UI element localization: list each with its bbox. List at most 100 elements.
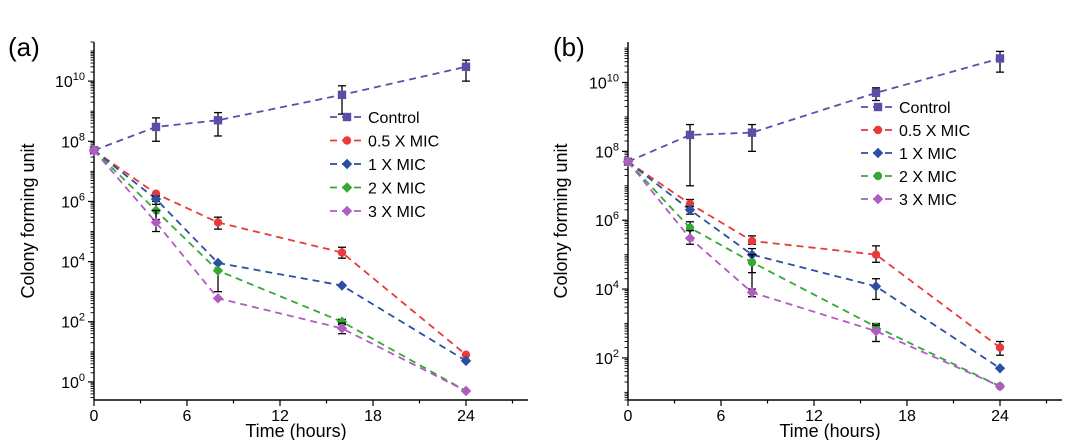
legend-marker: [342, 112, 352, 122]
data-point: [150, 217, 162, 228]
panel-a: (a) 0 6 12 18 24 100 102 104 106 108 1010 Time (hour…: [8, 32, 528, 441]
data-point: [336, 316, 348, 327]
x-tick-label: 18: [364, 408, 382, 425]
series-1-x-mic: [88, 145, 472, 367]
legend-marker: [342, 136, 352, 145]
series-line: [627, 160, 1001, 349]
data-point: [685, 130, 695, 140]
legend-marker: [873, 102, 883, 112]
legend-marker: [341, 182, 353, 193]
series-05-x-mic: [623, 157, 1005, 356]
series-3-x-mic: [88, 145, 472, 397]
x-tick-label: 18: [898, 408, 916, 425]
series-line: [627, 161, 1001, 370]
data-point: [871, 88, 881, 98]
series-1-x-mic: [622, 156, 1006, 374]
y-tick-label: 1010: [55, 71, 85, 91]
data-point: [150, 193, 162, 205]
y-tick-label: 108: [595, 141, 619, 161]
y-axis-label: Colony forming unit: [551, 143, 571, 298]
data-point: [88, 145, 100, 156]
data-point: [151, 122, 161, 132]
data-point: [461, 350, 471, 359]
data-point: [684, 233, 696, 244]
legend-marker: [341, 158, 353, 170]
legend-label: 1 X MIC: [899, 146, 957, 163]
panel-b: (b) 0 6 12 18 24 102 104 106 108 1010 Time (hours) C…: [551, 32, 1062, 441]
data-point: [336, 280, 348, 291]
data-point: [461, 62, 471, 71]
y-tick-label: 1010: [589, 72, 619, 92]
data-point: [337, 248, 347, 257]
data-point: [870, 325, 882, 337]
legend-label: 0.5 X MIC: [899, 123, 970, 140]
x-tick-label: 6: [183, 408, 192, 425]
data-point: [747, 236, 757, 246]
series-3-x-mic: [622, 156, 1006, 392]
data-point: [994, 363, 1006, 374]
x-tick-label: 0: [90, 408, 99, 425]
data-point: [336, 323, 348, 334]
panel-label: (b): [553, 32, 585, 62]
legend-entry: 1 X MIC: [330, 157, 426, 174]
y-tick-label: 102: [595, 348, 619, 368]
data-point: [746, 287, 758, 298]
y-tick-label: 108: [61, 131, 85, 151]
data-point: [870, 281, 882, 292]
legend-marker: [873, 171, 883, 181]
y-tick-label: 104: [61, 252, 85, 272]
legend-entry: 3 X MIC: [330, 204, 426, 221]
data-point: [995, 343, 1005, 352]
legend-entry: 2 X MIC: [330, 181, 426, 198]
data-point: [622, 156, 634, 167]
x-tick-label: 12: [271, 408, 289, 425]
y-axis-label: Colony forming unit: [18, 143, 38, 298]
legend-label: Control: [899, 100, 951, 117]
x-tick-label: 0: [624, 408, 633, 425]
legend-entry: Control: [861, 100, 951, 117]
y-tick-label: 106: [61, 191, 85, 211]
data-point: [871, 250, 881, 259]
data-point: [747, 128, 757, 137]
data-point: [460, 355, 472, 367]
data-point: [460, 385, 472, 397]
series-line: [627, 57, 1001, 163]
data-point: [994, 381, 1006, 392]
data-point: [213, 218, 223, 227]
x-tick-label: 24: [457, 408, 475, 425]
data-point: [747, 258, 757, 267]
legend-label: 0.5 X MIC: [368, 134, 439, 151]
legend-label: 1 X MIC: [368, 157, 426, 174]
series-control: [623, 50, 1005, 187]
x-tick-label: 24: [991, 408, 1009, 425]
legend-label: 3 X MIC: [899, 192, 957, 209]
legend-marker: [872, 147, 884, 159]
x-axis-label: Time (hours): [245, 421, 346, 440]
legend-entry: 2 X MIC: [861, 169, 957, 186]
x-axis-label: Time (hours): [779, 421, 880, 440]
data-point: [213, 116, 223, 125]
y-tick-label: 106: [595, 210, 619, 230]
data-point: [212, 257, 224, 269]
y-tick-label: 100: [61, 372, 85, 392]
x-tick-label: 12: [805, 408, 823, 425]
legend-label: Control: [368, 110, 420, 127]
legend-entry: 1 X MIC: [861, 146, 957, 163]
legend-label: 2 X MIC: [368, 181, 426, 198]
series-line: [93, 149, 467, 362]
legend-entry: 3 X MIC: [861, 192, 957, 209]
legend-marker: [341, 205, 353, 217]
legend-entry: 0.5 X MIC: [330, 134, 439, 151]
legend-entry: 0.5 X MIC: [861, 123, 970, 140]
data-point: [995, 54, 1005, 63]
data-point: [684, 204, 696, 216]
panel-label: (a): [8, 32, 40, 62]
y-tick-label: 102: [61, 312, 85, 332]
data-point: [337, 90, 347, 100]
data-point: [212, 293, 224, 304]
y-tick-label: 104: [595, 279, 619, 299]
series-05-x-mic: [89, 146, 471, 359]
legend-label: 3 X MIC: [368, 204, 426, 221]
